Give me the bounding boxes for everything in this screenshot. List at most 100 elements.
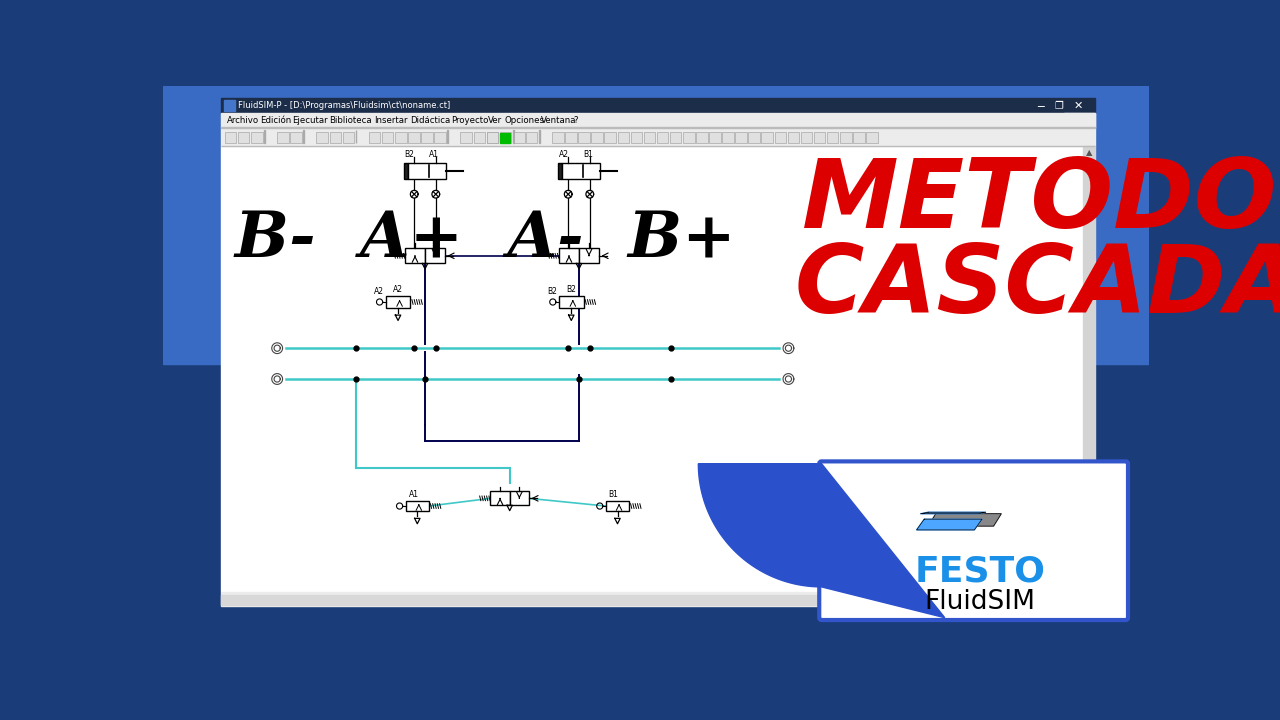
Bar (631, 132, 643, 143)
Text: A2: A2 (374, 287, 384, 295)
Text: Insertar: Insertar (374, 116, 407, 125)
Text: Ver: Ver (488, 116, 502, 125)
Text: METODO: METODO (803, 156, 1277, 248)
Bar (513, 132, 525, 143)
Text: B1: B1 (609, 490, 618, 499)
Bar (221, 127, 1094, 146)
Bar (566, 132, 577, 143)
Bar (408, 132, 420, 143)
Text: ▲: ▲ (1085, 148, 1092, 157)
Text: A2: A2 (558, 150, 568, 159)
Bar (1083, 146, 1094, 593)
Bar (840, 132, 851, 143)
Text: FluidSIM-P - [D:\Programas\Fluidsim\ct\noname.ct]: FluidSIM-P - [D:\Programas\Fluidsim\ct\n… (238, 101, 451, 110)
Text: Didáctica: Didáctica (411, 116, 451, 125)
Text: B2: B2 (566, 285, 576, 294)
Text: ?: ? (573, 116, 579, 125)
Bar (343, 132, 355, 143)
Bar (669, 132, 681, 143)
Text: CASCADA: CASCADA (795, 240, 1280, 333)
Bar (774, 132, 786, 143)
Text: ❐: ❐ (1055, 101, 1064, 111)
Text: ─: ─ (1037, 101, 1044, 111)
Bar (814, 132, 826, 143)
Bar (406, 500, 429, 511)
Bar (801, 132, 813, 143)
Bar (490, 492, 509, 505)
Bar (867, 132, 878, 143)
Bar (657, 132, 668, 143)
Bar (221, 595, 1083, 605)
Bar (221, 593, 1094, 606)
Bar (735, 132, 746, 143)
Bar (499, 132, 509, 143)
Bar (696, 132, 708, 143)
Text: Archivo: Archivo (227, 116, 260, 125)
Bar (381, 132, 393, 143)
Text: Biblioteca: Biblioteca (329, 116, 371, 125)
Text: Ventana: Ventana (541, 116, 576, 125)
Bar (722, 132, 733, 143)
Bar (509, 492, 529, 505)
Bar (238, 132, 250, 143)
Bar (434, 132, 445, 143)
Bar (559, 296, 584, 308)
Bar (558, 163, 562, 179)
Bar (403, 163, 408, 179)
Bar (709, 132, 721, 143)
Text: Edición: Edición (260, 116, 291, 125)
Text: A1: A1 (429, 150, 439, 159)
Bar (221, 127, 1094, 128)
Bar (617, 132, 628, 143)
Bar (579, 132, 590, 143)
Bar (604, 132, 616, 143)
Bar (854, 132, 865, 143)
Bar (316, 132, 328, 143)
Bar (278, 132, 289, 143)
Text: Opciones: Opciones (504, 116, 544, 125)
Bar (425, 248, 445, 264)
Text: Proyecto: Proyecto (451, 116, 489, 125)
Bar (329, 132, 340, 143)
Text: A2: A2 (393, 285, 403, 294)
Bar (225, 132, 237, 143)
Text: FESTO: FESTO (914, 554, 1046, 588)
Bar (787, 132, 799, 143)
Bar (644, 132, 655, 143)
Bar (591, 132, 603, 143)
Bar (408, 163, 447, 179)
Bar (421, 132, 433, 143)
Polygon shape (920, 512, 986, 514)
Polygon shape (928, 514, 1001, 526)
Bar (827, 132, 838, 143)
Bar (499, 132, 511, 143)
Bar (369, 132, 380, 143)
Bar (486, 132, 498, 143)
Bar (559, 248, 579, 264)
Bar (291, 132, 302, 143)
Bar (526, 132, 538, 143)
Bar (385, 296, 411, 308)
Bar (486, 132, 498, 143)
Bar (224, 100, 234, 111)
Bar (605, 500, 628, 511)
Bar (221, 98, 1094, 113)
FancyBboxPatch shape (819, 462, 1128, 620)
Text: B-  A+  A-  B+: B- A+ A- B+ (234, 210, 736, 271)
Polygon shape (916, 519, 982, 530)
Bar (579, 248, 599, 264)
Bar (474, 132, 485, 143)
Text: Ejecutar: Ejecutar (292, 116, 328, 125)
Polygon shape (699, 464, 945, 618)
Text: A1: A1 (408, 490, 419, 499)
Bar (221, 145, 1094, 146)
Text: B2: B2 (548, 287, 558, 295)
Bar (404, 248, 425, 264)
Bar (749, 132, 760, 143)
Bar (562, 163, 600, 179)
Bar (251, 132, 262, 143)
Bar (552, 132, 563, 143)
Bar (762, 132, 773, 143)
Bar (221, 146, 1083, 593)
Bar (221, 113, 1094, 127)
